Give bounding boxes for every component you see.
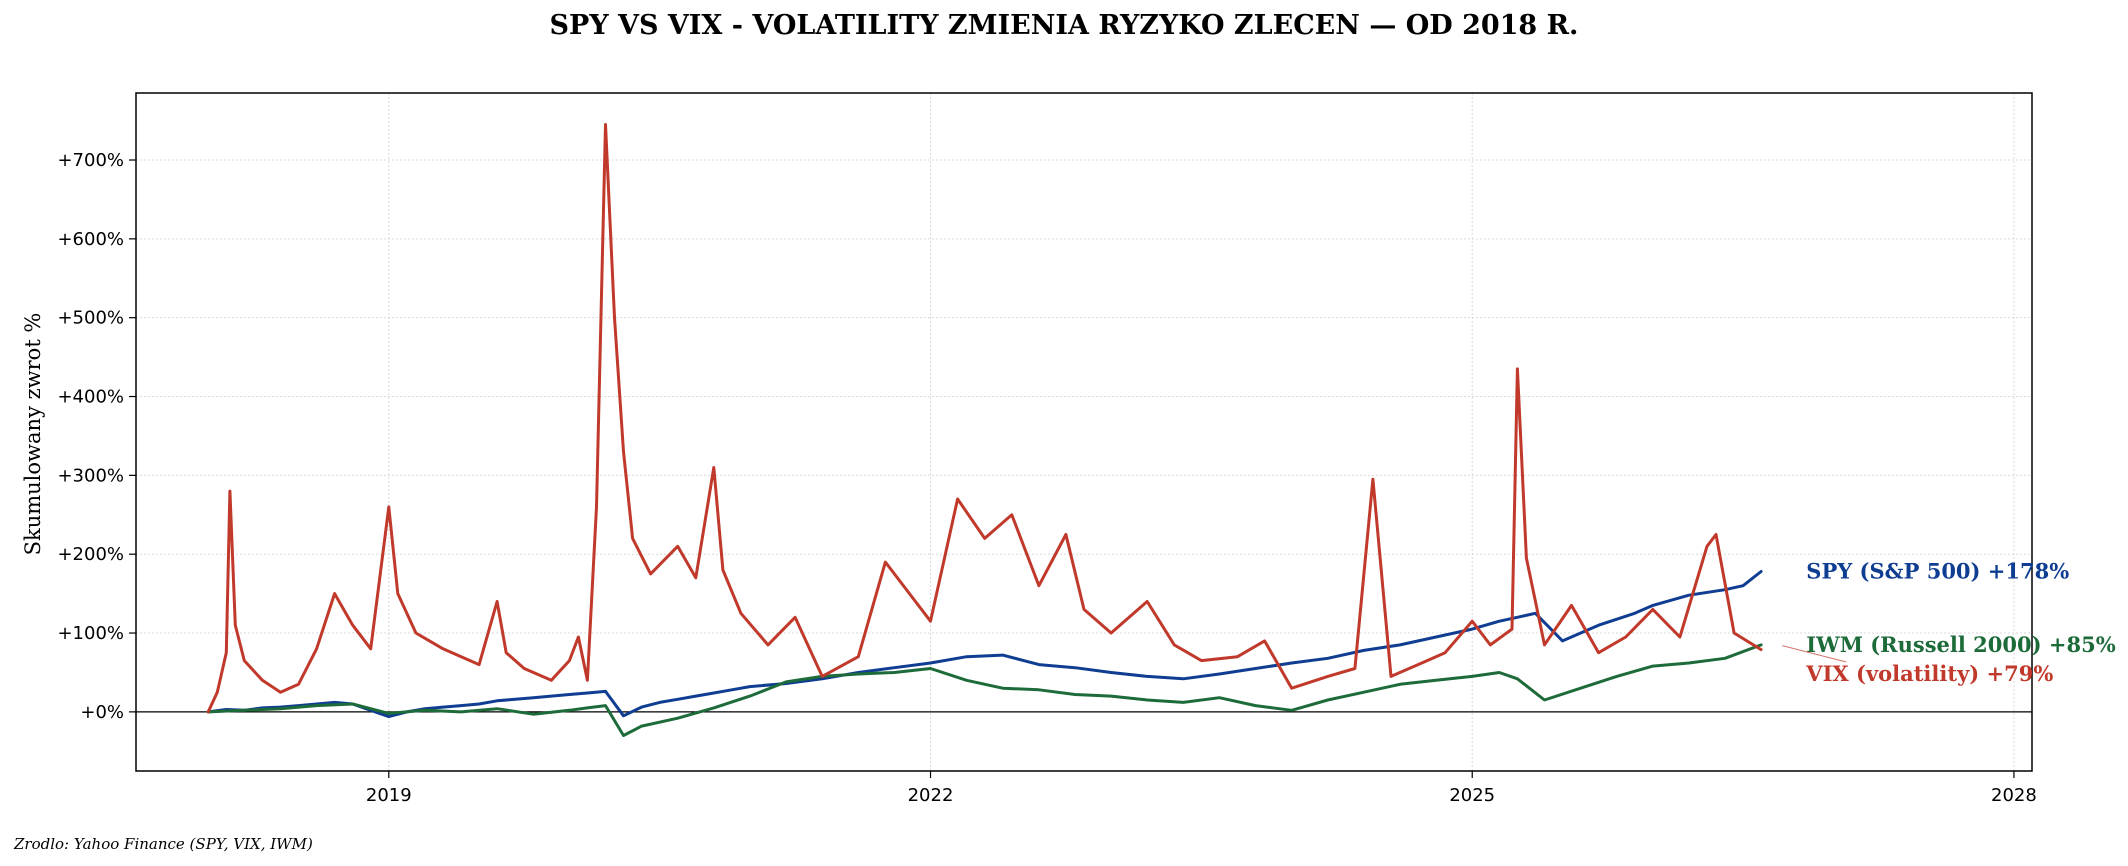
y-tick-label-6: +600% xyxy=(57,229,124,250)
source-note: Zrodlo: Yahoo Finance (SPY, VIX, IWM) xyxy=(13,835,313,853)
y-tick-label-0: +0% xyxy=(80,702,124,723)
series-line-1 xyxy=(206,643,1763,737)
plot-frame xyxy=(135,92,2033,772)
chart-title: SPY VS VIX - VOLATILITY ZMIENIA RYZYKO Z… xyxy=(550,10,1579,41)
series-line-0 xyxy=(206,570,1763,719)
x-tick-label-0: 2019 xyxy=(366,785,412,806)
y-tick-label-3: +300% xyxy=(57,465,124,486)
x-axis: 2019 2022 2025 2028 xyxy=(366,771,2037,806)
y-tick-label-4: +400% xyxy=(57,387,124,408)
series-group xyxy=(206,123,1763,737)
y-tick-label-7: +700% xyxy=(57,150,124,171)
end-label-1: IWM (Russell 2000) +85% xyxy=(1806,632,2115,657)
x-tick-label-2: 2025 xyxy=(1449,785,1495,806)
y-tick-label-2: +200% xyxy=(57,544,124,565)
end-label-0: SPY (S&P 500) +178% xyxy=(1806,559,2069,584)
y-axis-label: Skumulowany zwrot % xyxy=(21,313,45,556)
y-tick-label-1: +100% xyxy=(57,623,124,644)
x-tick-label-1: 2022 xyxy=(908,785,954,806)
x-tick-label-3: 2028 xyxy=(1991,785,2037,806)
y-tick-label-5: +500% xyxy=(57,308,124,329)
vix-label-leader xyxy=(1782,645,1847,663)
grid xyxy=(136,93,2032,771)
end-labels: SPY (S&P 500) +178% IWM (Russell 2000) +8… xyxy=(1782,559,2116,686)
series-line-2 xyxy=(206,123,1763,714)
y-axis: +0% +100% +200% +300% +400% +500% +600% +700% xyxy=(57,150,136,723)
end-label-2: VIX (volatility) +79% xyxy=(1805,661,2053,686)
